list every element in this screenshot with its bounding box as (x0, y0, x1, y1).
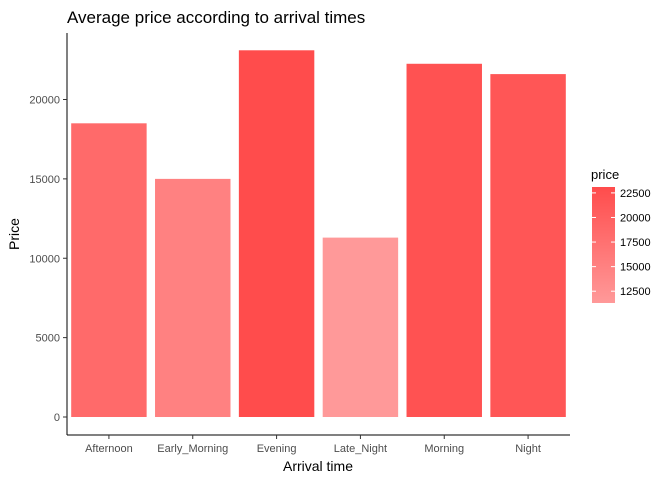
x-tick-label: Late_Night (334, 443, 387, 455)
chart-title: Average price according to arrival times (67, 8, 365, 27)
bar-early-morning (155, 178, 231, 418)
legend-ticks: 12500 15000 17500 20000 22500 (592, 188, 651, 298)
y-tick-label: 20000 (29, 95, 60, 107)
x-tick-label: Evening (257, 443, 297, 455)
legend-title: price (591, 167, 619, 182)
bar-evening (238, 50, 315, 417)
bars-group (71, 50, 566, 418)
x-tick-label: Morning (424, 443, 464, 455)
y-tick-label: 0 (54, 412, 60, 424)
y-tick-label: 5000 (36, 333, 60, 345)
x-tick-label: Afternoon (85, 443, 133, 455)
legend-tick-label: 22500 (620, 188, 651, 200)
bar-morning (406, 63, 482, 417)
x-tick-label: Night (515, 443, 541, 455)
y-ticks: 0 5000 10000 15000 20000 (29, 95, 67, 424)
legend-tick-label: 20000 (620, 212, 651, 224)
x-axis-title: Arrival time (283, 458, 353, 474)
bar-afternoon (71, 123, 147, 417)
y-tick-label: 10000 (29, 253, 60, 265)
legend-tick-label: 12500 (620, 286, 651, 298)
legend: price 12500 15000 17500 20000 22500 (591, 167, 651, 303)
y-tick-label: 15000 (29, 174, 60, 186)
bar-late-night (322, 237, 399, 417)
legend-tick-label: 15000 (620, 262, 651, 274)
x-ticks: Afternoon Early_Morning Evening Late_Night M… (85, 435, 541, 455)
bar-night (490, 74, 566, 417)
legend-colorbar (592, 187, 615, 303)
legend-tick-label: 17500 (620, 237, 651, 249)
y-axis-title: Price (6, 218, 22, 250)
x-tick-label: Early_Morning (157, 443, 228, 455)
